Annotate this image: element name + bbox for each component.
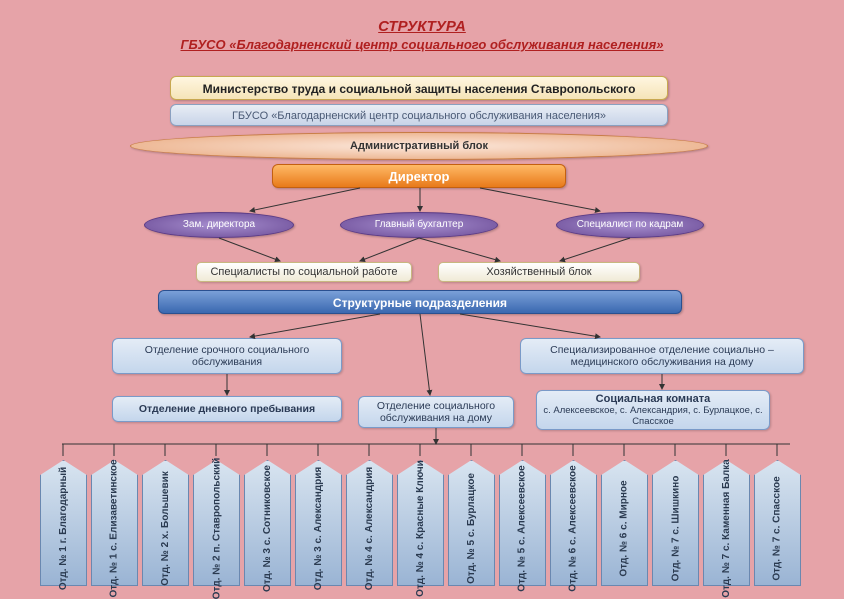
branch-label: Отд. № 6 с. Мирное — [619, 480, 630, 576]
economic-block-box: Хозяйственный блок — [438, 262, 640, 282]
branch-label: Отд. № 7 с. Шишкино — [670, 475, 681, 581]
medical-dept-box: Специализированное отделение социально –… — [520, 338, 804, 374]
title-block: СТРУКТУРА ГБУСО «Благодарненский центр с… — [0, 0, 844, 52]
branch-label: Отд. № 1 с. Елизаветинское — [109, 459, 120, 597]
hr-specialist-ellipse: Специалист по кадрам — [556, 212, 704, 238]
branch-pentagon: Отд. № 1 г. Благодарный — [40, 460, 87, 586]
deputy-director-ellipse: Зам. директора — [144, 212, 294, 238]
social-room-box: Социальная комната с. Алексеевское, с. А… — [536, 390, 770, 430]
branch-pentagon: Отд. № 2 п. Ставропольский — [193, 460, 240, 586]
title-line2: ГБУСО «Благодарненский центр социального… — [0, 37, 844, 52]
branch-pentagon: Отд. № 1 с. Елизаветинское — [91, 460, 138, 586]
branch-label: Отд. № 1 г. Благодарный — [58, 466, 69, 589]
branch-pentagon: Отд. № 4 с. Красные Ключи — [397, 460, 444, 586]
branch-row: Отд. № 1 г. Благодарный Отд. № 1 с. Елиза… — [40, 456, 810, 586]
structural-divisions-box: Структурные подразделения — [158, 290, 682, 314]
urgent-dept-box: Отделение срочного социального обслужива… — [112, 338, 342, 374]
branch-label: Отд. № 6 с. Алексеевское — [568, 465, 579, 591]
home-dept-box: Отделение социального обслуживания на до… — [358, 396, 514, 428]
branch-label: Отд. № 7 с. Спасское — [772, 476, 783, 580]
branch-label: Отд. № 4 с. Красные Ключи — [415, 460, 426, 597]
branch-pentagon: Отд. № 5 с. Бурлацкое — [448, 460, 495, 586]
branch-label: Отд. № 4 с. Александрия — [364, 466, 375, 589]
branch-pentagon: Отд. № 3 с. Сотниковское — [244, 460, 291, 586]
chief-accountant-ellipse: Главный бухгалтер — [340, 212, 498, 238]
branch-label: Отд. № 2 х. Большевик — [160, 471, 171, 586]
branch-label: Отд. № 7 с. Каменная Балка — [721, 459, 732, 598]
title-line1: СТРУКТУРА — [0, 18, 844, 35]
social-room-head: Социальная комната — [543, 393, 763, 405]
branch-pentagon: Отд. № 4 с. Александрия — [346, 460, 393, 586]
day-dept-box: Отделение дневного пребывания — [112, 396, 342, 422]
branch-pentagon: Отд. № 7 с. Шишкино — [652, 460, 699, 586]
branch-pentagon: Отд. № 7 с. Спасское — [754, 460, 801, 586]
ministry-box: Министерство труда и социальной защиты н… — [170, 76, 668, 100]
specialists-box: Специалисты по социальной работе — [196, 262, 412, 282]
branch-pentagon: Отд. № 2 х. Большевик — [142, 460, 189, 586]
branch-pentagon: Отд. № 6 с. Алексеевское — [550, 460, 597, 586]
admin-block-ellipse: Административный блок — [130, 132, 708, 160]
branch-label: Отд. № 2 п. Ставропольский — [211, 457, 222, 599]
director-box: Директор — [272, 164, 566, 188]
social-room-sub: с. Алексеевское, с. Александрия, с. Бурл… — [543, 405, 762, 427]
branch-label: Отд. № 5 с. Алексеевское — [517, 465, 528, 591]
branch-pentagon: Отд. № 3 с. Александрия — [295, 460, 342, 586]
branch-pentagon: Отд. № 5 с. Алексеевское — [499, 460, 546, 586]
branch-label: Отд. № 5 с. Бурлацкое — [466, 473, 477, 584]
branch-pentagon: Отд. № 7 с. Каменная Балка — [703, 460, 750, 586]
gbuso-box: ГБУСО «Благодарненский центр социального… — [170, 104, 668, 126]
branch-label: Отд. № 3 с. Александрия — [313, 466, 324, 589]
branch-label: Отд. № 3 с. Сотниковское — [262, 465, 273, 592]
branch-pentagon: Отд. № 6 с. Мирное — [601, 460, 648, 586]
